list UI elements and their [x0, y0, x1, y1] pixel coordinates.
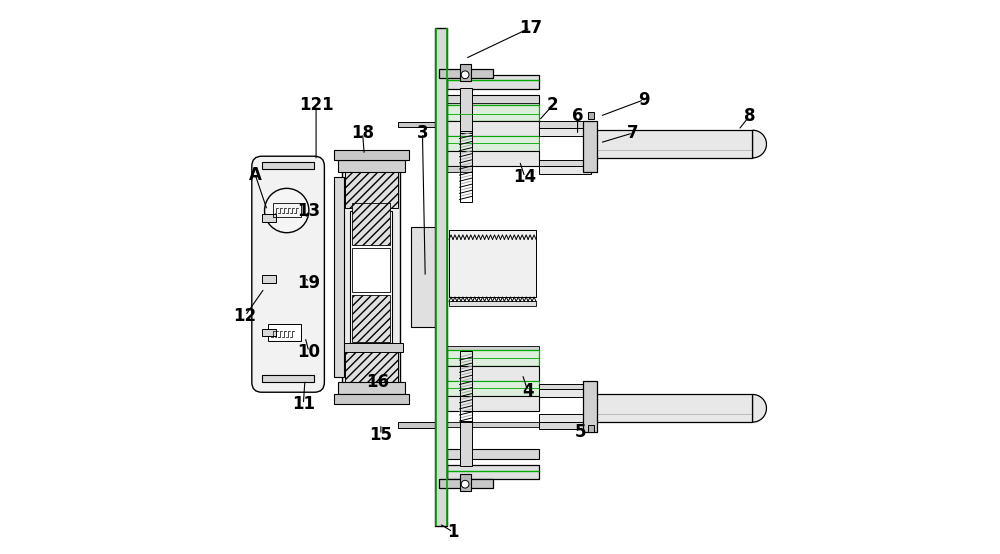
Bar: [439, 479, 493, 488]
Bar: [447, 136, 539, 151]
Bar: [583, 381, 597, 432]
Bar: [447, 465, 539, 479]
Bar: [262, 329, 276, 336]
Bar: [460, 421, 472, 466]
Bar: [334, 150, 409, 160]
Bar: [583, 121, 597, 172]
Text: 16: 16: [367, 373, 390, 391]
Bar: [449, 293, 536, 297]
Text: 15: 15: [369, 426, 392, 444]
Text: 8: 8: [744, 107, 755, 125]
Text: 3: 3: [417, 124, 428, 142]
Bar: [352, 248, 390, 292]
Bar: [411, 227, 436, 327]
Text: 1: 1: [447, 523, 459, 541]
Bar: [449, 230, 536, 235]
Bar: [539, 160, 591, 166]
Bar: [591, 130, 752, 158]
Bar: [447, 381, 539, 396]
Bar: [447, 366, 539, 381]
Bar: [398, 122, 436, 127]
Circle shape: [461, 480, 469, 488]
Text: 10: 10: [297, 343, 320, 361]
Bar: [539, 422, 591, 429]
Text: 14: 14: [513, 168, 536, 186]
Text: A: A: [249, 166, 262, 183]
Text: 121: 121: [299, 96, 333, 114]
Bar: [338, 382, 405, 394]
Bar: [345, 346, 398, 385]
Bar: [447, 95, 539, 105]
Bar: [352, 295, 390, 342]
Wedge shape: [753, 394, 766, 422]
Bar: [262, 214, 276, 222]
Bar: [449, 239, 536, 244]
Bar: [460, 64, 471, 81]
Bar: [439, 69, 493, 78]
Bar: [268, 324, 301, 341]
Bar: [539, 384, 591, 391]
Bar: [447, 396, 539, 411]
Bar: [447, 103, 539, 107]
Text: 5: 5: [575, 423, 586, 441]
Text: 18: 18: [351, 124, 374, 142]
Bar: [447, 350, 539, 366]
Bar: [588, 425, 594, 432]
Text: 7: 7: [627, 124, 639, 142]
Bar: [539, 128, 591, 136]
Bar: [447, 346, 539, 350]
Bar: [398, 422, 436, 428]
FancyBboxPatch shape: [252, 156, 324, 392]
Bar: [447, 166, 472, 172]
Text: 19: 19: [297, 274, 320, 291]
Bar: [435, 28, 447, 526]
Bar: [447, 449, 539, 459]
Bar: [339, 343, 403, 352]
Bar: [588, 112, 594, 119]
Bar: [342, 166, 400, 388]
Text: 2: 2: [547, 96, 558, 114]
Bar: [262, 375, 314, 382]
Circle shape: [461, 71, 469, 79]
Text: 12: 12: [234, 307, 257, 325]
Text: 13: 13: [297, 202, 320, 219]
Wedge shape: [753, 130, 766, 158]
Text: 17: 17: [519, 19, 542, 37]
Bar: [539, 121, 591, 128]
Bar: [352, 203, 390, 245]
Bar: [262, 275, 276, 283]
Bar: [539, 414, 591, 422]
Bar: [449, 230, 536, 297]
Bar: [350, 211, 392, 343]
Text: 9: 9: [638, 91, 650, 109]
Bar: [345, 169, 398, 208]
Bar: [460, 131, 472, 202]
Text: 6: 6: [572, 107, 583, 125]
Bar: [460, 474, 471, 491]
Bar: [447, 105, 539, 121]
Bar: [334, 394, 409, 404]
Bar: [447, 75, 539, 89]
Bar: [447, 422, 539, 427]
Bar: [338, 160, 405, 172]
Bar: [447, 151, 539, 166]
Bar: [539, 389, 591, 397]
Bar: [262, 162, 314, 169]
Bar: [334, 177, 344, 377]
Text: 11: 11: [292, 396, 315, 413]
Bar: [460, 88, 472, 133]
Bar: [273, 203, 301, 217]
Bar: [447, 121, 539, 136]
Circle shape: [265, 188, 309, 233]
Bar: [539, 166, 591, 174]
Text: 4: 4: [522, 382, 534, 399]
Bar: [449, 301, 536, 306]
Bar: [460, 351, 472, 422]
Bar: [591, 394, 752, 422]
